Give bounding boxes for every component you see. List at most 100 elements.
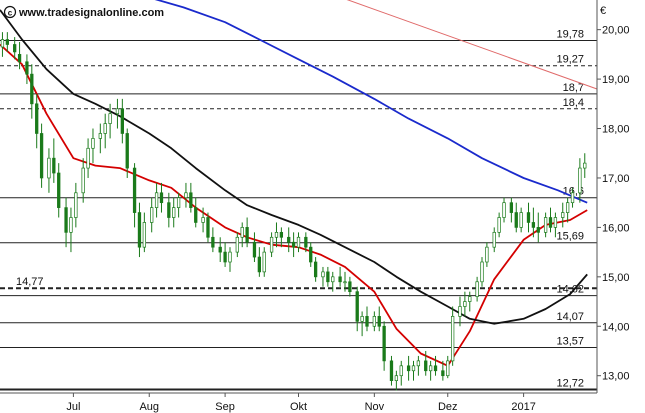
- candle-body: [172, 208, 175, 218]
- candle-body: [297, 237, 300, 247]
- candle-body: [459, 306, 462, 316]
- candle-body: [109, 114, 112, 124]
- candle-body: [246, 227, 249, 242]
- candle-body: [309, 247, 312, 262]
- candle-body: [429, 366, 432, 371]
- candle-body: [395, 376, 398, 381]
- candle-body: [258, 257, 261, 272]
- candle-body: [18, 54, 21, 61]
- y-tick-label: 13,00: [602, 371, 630, 383]
- level-label: 18,4: [563, 97, 584, 109]
- candle-body: [40, 133, 43, 177]
- x-axis-ticks: Jul Aug Sep Okt Nov Dez 2017: [66, 393, 535, 413]
- x-tick-label: Sep: [215, 401, 235, 413]
- level-label: 12,72: [556, 378, 584, 390]
- y-tick-label: 20,00: [602, 25, 630, 37]
- candle-body: [400, 366, 403, 376]
- y-tick-label: 16,00: [602, 222, 630, 234]
- candle-body: [13, 44, 16, 51]
- currency-label: €: [600, 5, 606, 17]
- x-tick-label: Dez: [438, 401, 458, 413]
- candle-body: [486, 247, 489, 262]
- candle-body: [150, 208, 153, 223]
- candle-body: [349, 282, 352, 292]
- level-label: 19,78: [556, 29, 584, 41]
- candle-body: [481, 262, 484, 282]
- candle-body: [446, 361, 449, 376]
- candle-body: [121, 109, 124, 134]
- candle-body: [366, 316, 369, 326]
- candle-body: [65, 208, 68, 233]
- candle-body: [561, 213, 564, 218]
- candle-body: [57, 173, 60, 208]
- candle-body: [503, 203, 506, 218]
- candle-body: [219, 247, 222, 252]
- candle-body: [99, 133, 102, 138]
- x-tick-label: Nov: [365, 401, 385, 413]
- candle-body: [241, 227, 244, 237]
- candle-body: [493, 232, 496, 247]
- candle-body: [322, 272, 325, 277]
- candle-body: [70, 218, 73, 233]
- candle-body: [468, 297, 471, 302]
- candle-body: [212, 237, 215, 247]
- candle-body: [263, 252, 266, 272]
- candle-body: [224, 252, 227, 262]
- candle-body: [373, 316, 376, 326]
- candle-body: [207, 218, 210, 238]
- candle-body: [566, 203, 569, 213]
- candle-body: [236, 237, 239, 252]
- candle-body: [270, 237, 273, 252]
- level-label: 15,69: [556, 231, 584, 243]
- candle-body: [138, 213, 141, 248]
- candle-body: [554, 218, 557, 228]
- candle-body: [305, 237, 308, 247]
- y-tick-label: 19,00: [602, 74, 630, 86]
- candle-body: [407, 366, 410, 371]
- candle-body: [202, 218, 205, 223]
- candle-body: [537, 227, 540, 232]
- candle-body: [143, 222, 146, 247]
- candle-body: [177, 198, 180, 208]
- candle-body: [6, 40, 9, 45]
- candle-body: [412, 366, 415, 371]
- candle-body: [451, 316, 454, 360]
- candle-body: [515, 213, 518, 228]
- candle-body: [185, 193, 188, 198]
- level-label: 14,07: [556, 311, 584, 323]
- candle-body: [527, 213, 530, 223]
- candle-body: [331, 277, 334, 282]
- candle-body: [361, 316, 364, 321]
- candle-body: [190, 193, 193, 208]
- candle-body: [356, 292, 359, 322]
- candle-body: [155, 193, 158, 208]
- candle-body: [510, 203, 513, 213]
- candle-body: [87, 148, 90, 168]
- x-tick-label: Okt: [290, 401, 307, 413]
- candle-body: [82, 168, 85, 193]
- candle-body: [520, 213, 523, 228]
- candle-body: [339, 277, 342, 282]
- y-axis-ticks: 20,0019,0018,0017,0016,0015,0014,0013,00: [597, 25, 630, 383]
- watermark: c www.tradesignalonline.com: [5, 7, 165, 20]
- candle: [40, 124, 43, 188]
- candle-body: [579, 168, 582, 193]
- candle-body: [583, 163, 586, 168]
- watermark-text: www.tradesignalonline.com: [18, 7, 164, 19]
- candle-body: [31, 74, 34, 104]
- y-tick-label: 18,00: [602, 124, 630, 136]
- candle-body: [194, 208, 197, 223]
- candle-body: [292, 242, 295, 247]
- candle-body: [434, 366, 437, 371]
- y-tick-label: 17,00: [602, 173, 630, 185]
- y-tick-label: 14,00: [602, 321, 630, 333]
- candle-body: [287, 237, 290, 242]
- level-label: 13,57: [556, 336, 584, 348]
- x-tick-label: 2017: [511, 401, 535, 413]
- candle-body: [280, 232, 283, 237]
- x-tick-label: Jul: [66, 401, 80, 413]
- candle-body: [498, 218, 501, 233]
- candle-body: [48, 158, 51, 178]
- candle-body: [544, 218, 547, 233]
